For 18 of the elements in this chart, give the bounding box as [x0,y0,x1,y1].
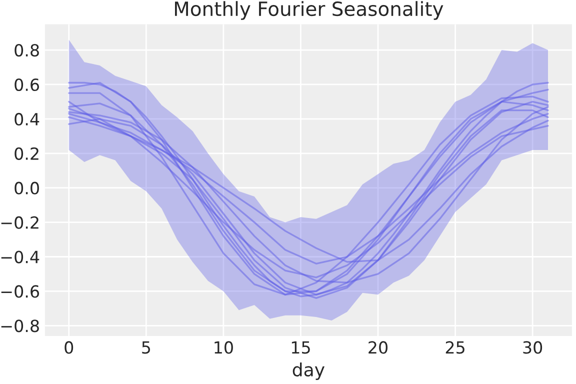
x-axis-title: day [292,362,325,380]
y-tick-label: 0.4 [14,112,40,126]
x-tick-label: 15 [292,341,310,354]
x-tick-label: 10 [214,341,233,354]
x-tick-label: 5 [142,341,150,354]
x-tick-label: 30 [523,341,542,354]
y-tick-label: −0.8 [1,320,39,332]
y-tick-label: −0.2 [1,216,38,229]
x-tick-label: 25 [446,341,464,354]
y-tick-label: 0.0 [14,182,39,194]
y-tick-label: 0.8 [14,44,39,57]
chart-title: Monthly Fourier Seasonality [175,1,444,20]
y-tick-label: 0.6 [14,78,40,92]
y-tick-label: −0.6 [1,285,40,298]
x-tick-label: 20 [368,341,388,354]
y-tick-label: −0.4 [1,250,40,264]
x-tick-label: 0 [64,341,74,354]
y-tick-label: 0.2 [14,147,38,160]
